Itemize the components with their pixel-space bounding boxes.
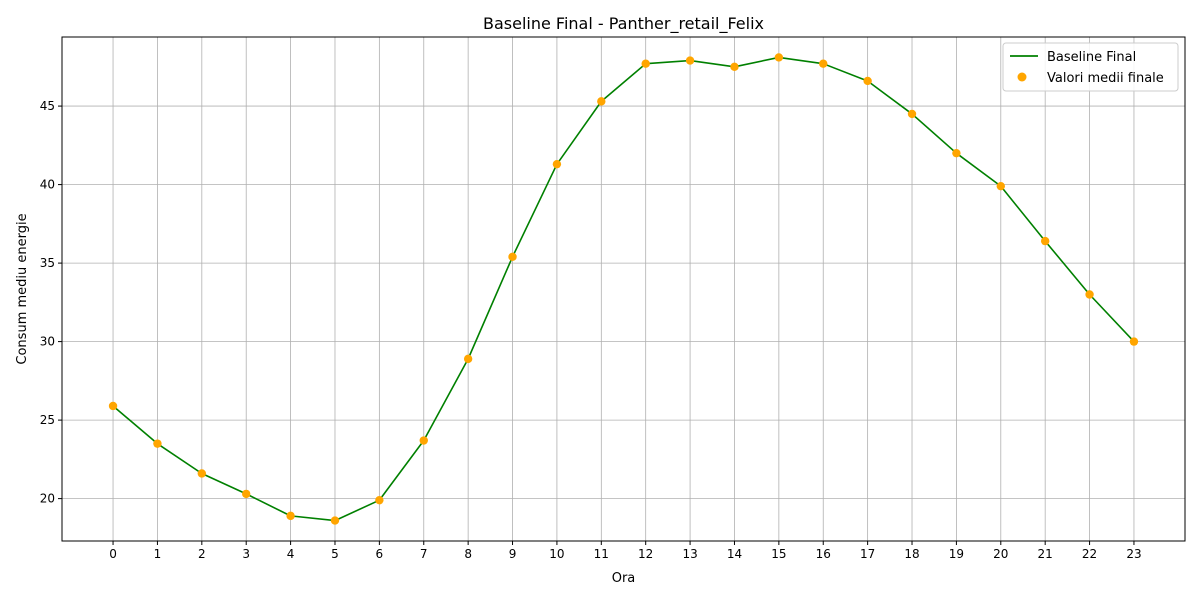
x-tick-label: 14 xyxy=(727,547,742,561)
x-ticks: 0 1 2 3 4 5 6 7 8 9 10 11 12 13 14 15 16 17 18 19 20 21 22 23 xyxy=(109,541,1142,561)
scatter-point xyxy=(952,148,961,158)
x-tick-label: 21 xyxy=(1038,547,1053,561)
scatter-point xyxy=(641,59,650,68)
x-axis-label: Ora xyxy=(612,571,636,586)
y-axis-label: Consum mediu energie xyxy=(15,213,30,364)
scatter-point xyxy=(463,354,473,364)
x-tick-label: 2 xyxy=(198,547,206,561)
x-tick-label: 13 xyxy=(682,547,697,561)
legend: Baseline Final Valori medii finale xyxy=(1002,42,1179,92)
scatter-point xyxy=(286,511,295,521)
x-tick-label: 23 xyxy=(1126,547,1141,561)
scatter-point xyxy=(508,252,517,262)
y-tick-label: 25 xyxy=(40,413,55,427)
x-tick-label: 10 xyxy=(549,547,564,561)
chart-title: Baseline Final - Panther_retail_Felix xyxy=(483,14,764,34)
scatter-point xyxy=(907,109,917,119)
x-tick-label: 17 xyxy=(860,547,875,561)
x-tick-label: 6 xyxy=(376,547,384,561)
x-tick-label: 7 xyxy=(420,547,428,561)
x-tick-label: 9 xyxy=(509,547,517,561)
scatter-point xyxy=(419,436,428,445)
series-layer xyxy=(108,53,1139,525)
y-tick-label: 35 xyxy=(40,256,55,270)
legend-label-scatter: Valori medii finale xyxy=(1047,71,1164,86)
x-tick-label: 22 xyxy=(1082,547,1097,561)
x-tick-label: 15 xyxy=(771,547,786,561)
x-tick-label: 5 xyxy=(331,547,339,561)
grid xyxy=(62,37,1185,541)
y-tick-label: 40 xyxy=(40,178,55,192)
x-tick-label: 19 xyxy=(949,547,964,561)
x-tick-label: 4 xyxy=(287,547,295,561)
series-line-baseline-final xyxy=(112,56,1135,522)
scatter-point xyxy=(197,469,207,478)
x-tick-label: 12 xyxy=(638,547,653,561)
scatter-point xyxy=(108,401,118,411)
x-tick-label: 20 xyxy=(993,547,1008,561)
scatter-point xyxy=(330,516,340,525)
scatter-point xyxy=(1085,290,1094,299)
scatter-point xyxy=(242,489,251,499)
plot-frame xyxy=(61,36,1186,542)
scatter-point xyxy=(552,159,562,169)
y-tick-label: 45 xyxy=(40,99,55,113)
x-tick-label: 18 xyxy=(904,547,919,561)
scatter-point xyxy=(685,56,695,65)
scatter-point xyxy=(1129,337,1139,346)
scatter-point xyxy=(730,62,739,72)
legend-dot-swatch xyxy=(1017,72,1027,82)
scatter-point xyxy=(375,495,384,505)
scatter-point xyxy=(774,53,784,62)
scatter-point xyxy=(1040,236,1050,246)
x-tick-label: 11 xyxy=(594,547,609,561)
scatter-point xyxy=(597,97,606,106)
scatter-point xyxy=(819,59,828,68)
x-tick-label: 8 xyxy=(464,547,472,561)
scatter-point xyxy=(153,439,162,448)
x-tick-label: 1 xyxy=(154,547,162,561)
y-tick-label: 30 xyxy=(40,335,55,349)
scatter-point xyxy=(863,76,872,86)
legend-box xyxy=(1002,42,1179,92)
x-tick-label: 3 xyxy=(242,547,250,561)
scatter-point xyxy=(996,181,1005,191)
y-tick-label: 20 xyxy=(40,492,55,506)
x-tick-label: 16 xyxy=(816,547,831,561)
legend-label-line: Baseline Final xyxy=(1047,50,1136,65)
x-tick-label: 0 xyxy=(109,547,117,561)
y-ticks: 20 25 30 35 40 45 xyxy=(40,99,62,506)
